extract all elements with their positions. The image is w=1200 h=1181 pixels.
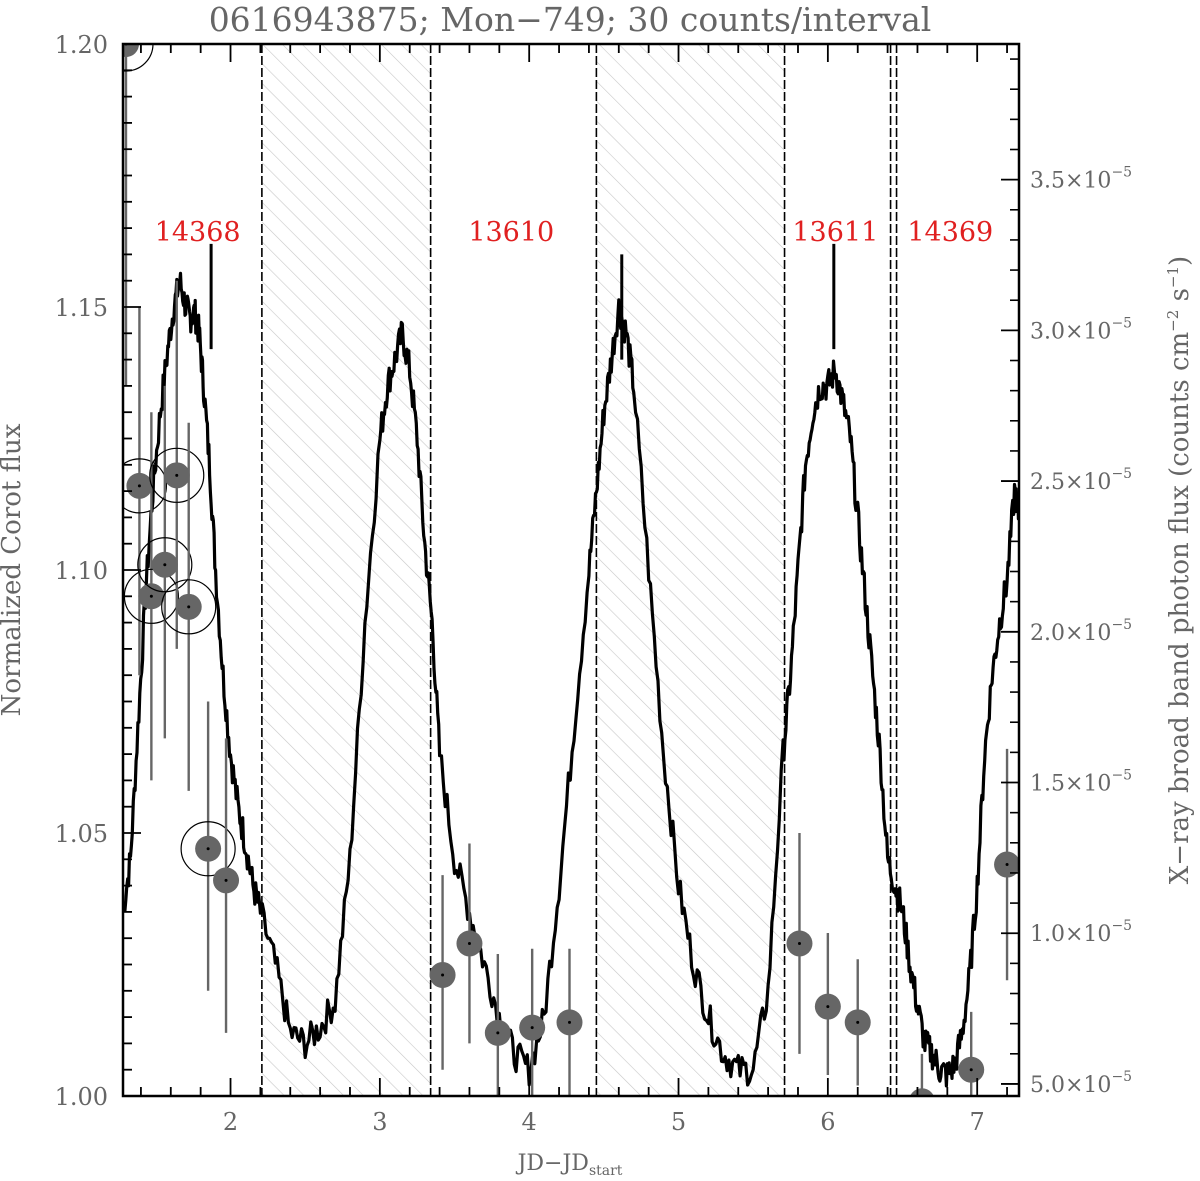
y-right-tick-exponent: −5 (1111, 918, 1132, 934)
y-right-tick-label: 2.5×10−5 (1030, 466, 1132, 495)
y-axis-left-ticks: 1.00 1.05 1.10 1.15 1.20 (55, 31, 141, 1111)
y-axis-right-label-main: X−ray broad band photon flux (counts cm (1165, 332, 1195, 884)
x-tick-label: 2 (223, 1108, 238, 1136)
y-axis-right-ticks: 5.0×10−51.0×10−51.5×10−52.0×10−52.5×10−5… (1001, 58, 1132, 1098)
y-axis-right-label-end: ) (1165, 256, 1195, 266)
y-right-tick-times: ×10 (1065, 169, 1111, 194)
y-right-tick-label: 3.0×10−5 (1030, 315, 1132, 344)
segment-boundaries (261, 44, 898, 1096)
xray-point-center (496, 1031, 500, 1035)
plot-frame (121, 42, 1021, 1098)
x-tick-label: 6 (820, 1108, 835, 1136)
y-right-tick-mantissa: 2.0 (1030, 621, 1065, 646)
y-left-tick-label: 1.20 (55, 31, 108, 59)
y-right-tick-mantissa: 1.0 (1030, 922, 1065, 947)
y-right-tick-exponent: −5 (1111, 315, 1132, 331)
xray-point-center (224, 878, 228, 882)
y-right-tick-mantissa: 3.5 (1030, 169, 1065, 194)
x-axis-label-main: JD−JD (516, 1151, 589, 1176)
xray-point-flag-circle (123, 458, 168, 514)
y-right-tick-times: ×10 (1065, 922, 1111, 947)
xray-point (910, 1088, 934, 1096)
obsid-labels: 14368 13610 13611 14369 (155, 217, 994, 248)
y-right-tick-times: ×10 (1065, 621, 1111, 646)
obsid-label: 13611 (792, 217, 878, 248)
y-axis-right-label: X−ray broad band photon flux (counts cm−… (1164, 256, 1195, 884)
xray-point-center (1005, 863, 1009, 867)
xray-point-center (797, 941, 801, 945)
y-right-tick-times: ×10 (1065, 470, 1111, 495)
y-right-tick-times: ×10 (1065, 772, 1111, 797)
y-right-tick-times: ×10 (1065, 319, 1111, 344)
x-axis-label-sub: start (589, 1163, 623, 1179)
xray-point-flag-circle (149, 447, 205, 503)
chart-title: 0616943875; Mon−749; 30 counts/interval (209, 0, 932, 39)
corot-curve-line (123, 271, 1019, 1088)
x-axis-ticks: 2 3 4 5 6 7 (140, 44, 1008, 1136)
xray-point-flag-circle (137, 537, 193, 593)
obsid-label: 13610 (468, 217, 554, 248)
xray-point-center (137, 484, 141, 488)
xray-point-center (530, 1026, 534, 1030)
corot-lightcurve (123, 243, 1019, 1088)
y-right-tick-exponent: −5 (1111, 617, 1132, 633)
hatched-gaps (261, 44, 785, 1096)
xray-point-center (187, 605, 191, 609)
y-left-tick-label: 1.15 (55, 294, 108, 322)
y-right-tick-mantissa: 5.0 (1030, 1073, 1065, 1098)
y-left-tick-label: 1.00 (55, 1083, 108, 1111)
xray-point-center (441, 973, 445, 977)
xray-point-flag-circle (161, 579, 217, 635)
y-right-tick-mantissa: 3.0 (1030, 319, 1065, 344)
xray-points (123, 44, 1019, 1103)
y-right-tick-label: 1.5×10−5 (1030, 768, 1132, 797)
xray-point-center (175, 473, 179, 477)
y-right-tick-label: 2.0×10−5 (1030, 617, 1132, 646)
x-tick-label: 7 (970, 1108, 985, 1136)
xray-point-center (920, 1100, 923, 1103)
xray-point-center (467, 941, 471, 945)
y-right-tick-label: 5.0×10−5 (1030, 1069, 1132, 1098)
y-right-tick-times: ×10 (1065, 1073, 1111, 1098)
y-right-tick-exponent: −5 (1111, 768, 1132, 784)
y-right-tick-exponent: −5 (1111, 1069, 1132, 1085)
xray-point-center (206, 847, 210, 851)
y-right-tick-exponent: −5 (1111, 466, 1132, 482)
y-axis-right-label-mid: s (1165, 288, 1195, 310)
xray-point (123, 44, 139, 57)
x-tick-label: 4 (522, 1108, 537, 1136)
xray-point-center (969, 1068, 973, 1072)
hatched-gap (596, 44, 785, 1096)
xray-point-center (826, 1005, 830, 1009)
y-right-tick-exponent: −5 (1111, 165, 1132, 181)
x-axis-label: JD−JDstart (516, 1151, 623, 1179)
y-right-tick-mantissa: 1.5 (1030, 772, 1065, 797)
x-tick-label: 3 (372, 1108, 387, 1136)
y-right-tick-label: 3.5×10−5 (1030, 165, 1132, 194)
y-axis-left-label: Normalized Corot flux (0, 423, 27, 716)
y-left-tick-label: 1.05 (55, 820, 108, 848)
xray-point-center (149, 594, 153, 598)
xray-point-center (568, 1020, 572, 1024)
y-left-tick-label: 1.10 (55, 557, 108, 585)
xray-point-center (856, 1020, 860, 1024)
obsid-label: 14368 (155, 217, 241, 248)
y-right-tick-mantissa: 2.5 (1030, 470, 1065, 495)
xray-point-center (163, 563, 167, 567)
y-right-tick-label: 1.0×10−5 (1030, 918, 1132, 947)
y-axis-right-label-sup1: −2 (1164, 310, 1182, 332)
y-axis-right-label-sup2: −1 (1164, 266, 1182, 288)
x-tick-label: 5 (671, 1108, 686, 1136)
hatched-gap (261, 44, 431, 1096)
obsid-label: 14369 (907, 217, 993, 248)
xray-point-flag-circle (180, 821, 236, 877)
